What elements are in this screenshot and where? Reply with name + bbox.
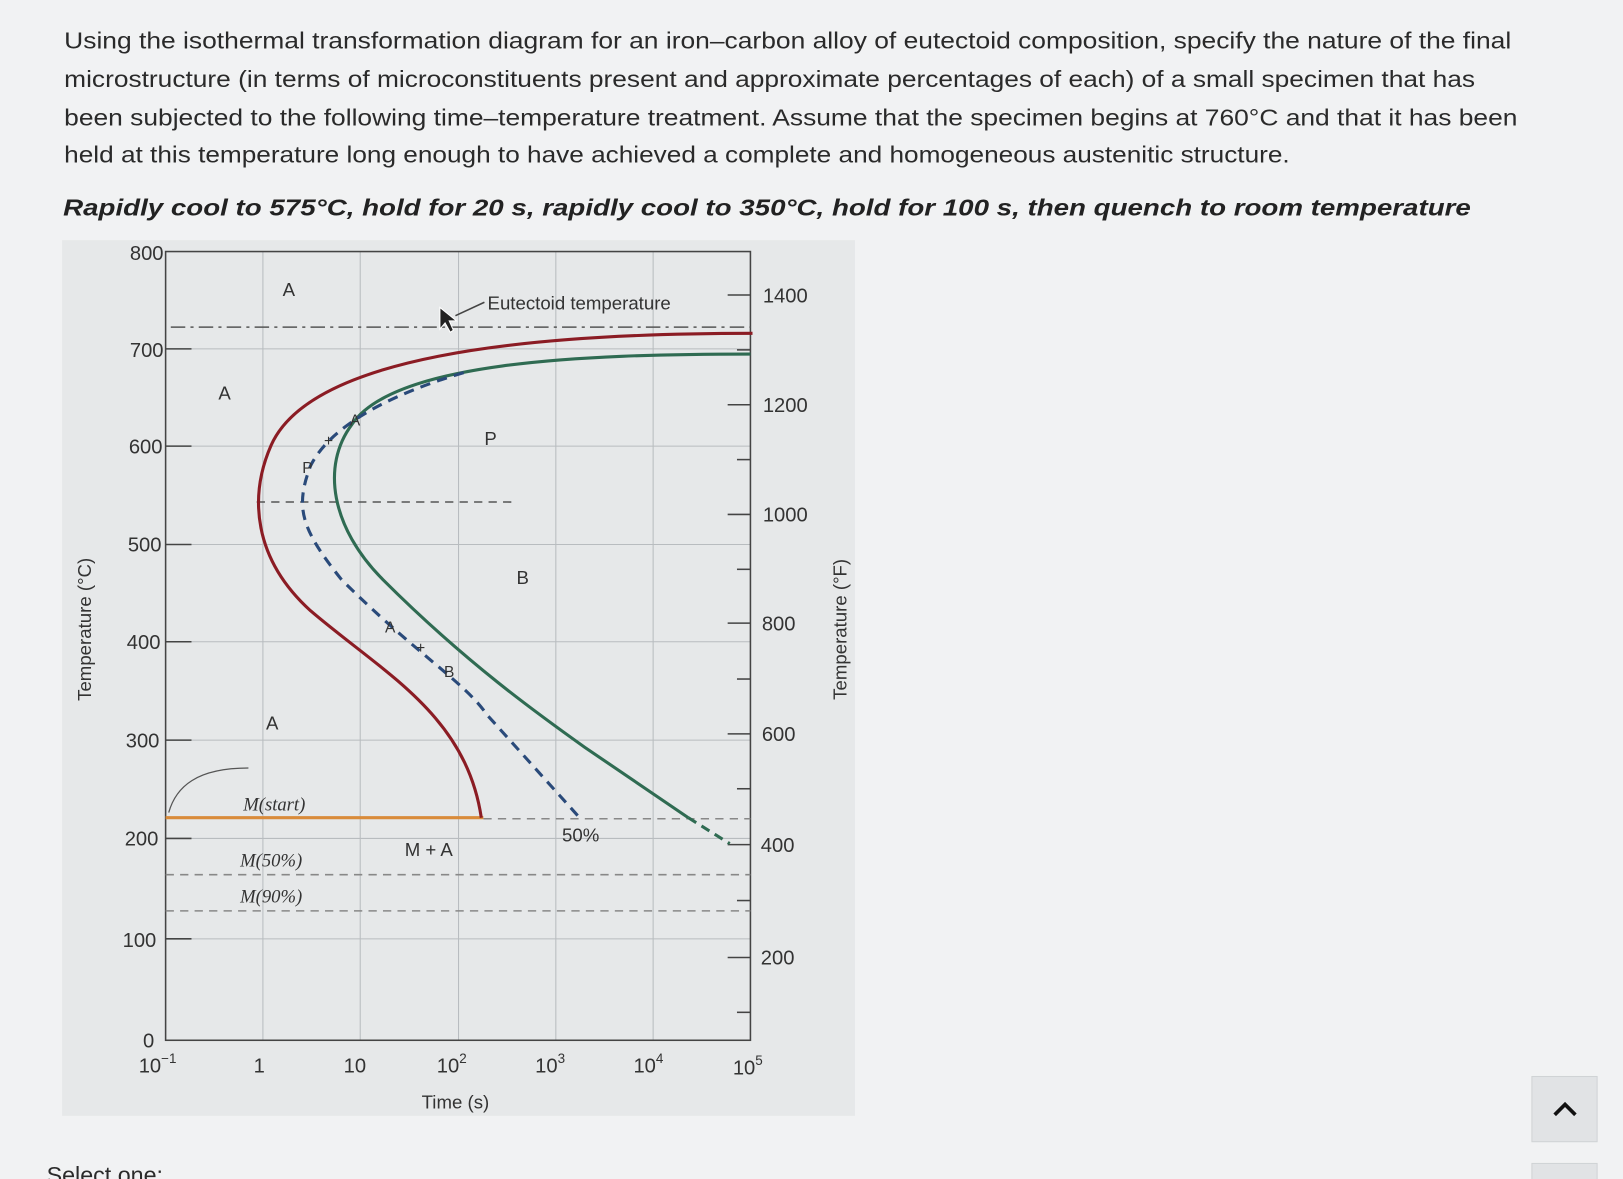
y-tick-label: 600: [129, 436, 163, 458]
region-label: M + A: [405, 839, 454, 860]
x-tick-exp: 2: [459, 1051, 466, 1066]
start-curve: [257, 331, 753, 818]
diagram: Eutectoid temperature A A P B A M + A 50…: [62, 240, 855, 1116]
question-line: held at this temperature long enough to …: [64, 142, 1290, 168]
m-label: M(50%): [239, 850, 302, 871]
curve-label: +: [324, 433, 333, 450]
curve-label: A: [385, 619, 396, 636]
x-tick-label: 10: [344, 1055, 366, 1077]
x-tick-base: 10: [437, 1055, 459, 1077]
x-tick-base: 10: [139, 1055, 161, 1077]
y-tick-label: 300: [126, 730, 160, 752]
cursor: [439, 306, 458, 334]
y2-tick-label: 1000: [763, 505, 808, 527]
region-label: A: [266, 713, 279, 734]
curve-label: +: [416, 640, 425, 657]
button-box[interactable]: [1531, 1075, 1598, 1143]
y2-ticks: [727, 294, 751, 1014]
y-tick-label: 700: [130, 340, 164, 362]
x-tick-exp: 4: [656, 1051, 664, 1066]
y2-tick-label: 600: [762, 724, 796, 746]
y2-tick-label: 1400: [763, 285, 808, 307]
curve-label: A: [350, 412, 361, 429]
treatment: Rapidly cool to 575°C, hold for 20 s, ra…: [63, 194, 1471, 220]
x-tick-label: 1: [254, 1055, 265, 1077]
x-tick-label: 102: [437, 1051, 467, 1077]
m-label: M(90%): [239, 887, 302, 908]
curve-label: B: [444, 664, 454, 681]
y-ticks: [165, 348, 192, 940]
y-axis-label: Temperature (°C): [74, 558, 95, 701]
region-label: P: [484, 428, 496, 449]
region-label: B: [517, 567, 529, 588]
fifty-percent-curve: [300, 371, 581, 819]
y-tick-label: 400: [127, 632, 161, 654]
x-tick-label: 103: [535, 1051, 565, 1077]
x-tick-exp: 3: [558, 1051, 565, 1066]
y-tick-label: 100: [123, 930, 157, 952]
y2-tick-label: 1200: [763, 395, 808, 417]
x-tick-base: 10: [633, 1055, 655, 1077]
grid: [165, 251, 751, 1041]
question-line: microstructure (in terms of microconstit…: [64, 66, 1475, 92]
select-one: Select one:: [47, 1162, 163, 1179]
x-axis-label: Time (s): [422, 1092, 490, 1113]
region-label: 50%: [562, 825, 599, 846]
pen-mark: [168, 767, 249, 813]
x-tick-label: 10−1: [139, 1051, 177, 1077]
x-tick-base: 10: [535, 1055, 557, 1077]
x-tick-base: 10: [733, 1057, 755, 1079]
x-tick-label: 105: [733, 1053, 763, 1079]
eutectoid-label: Eutectoid temperature: [488, 293, 671, 314]
chevron-up: [1553, 1101, 1577, 1117]
x-tick-exp: 5: [755, 1053, 762, 1068]
x-tick-exp: −1: [161, 1051, 176, 1066]
y2-tick-label: 200: [761, 948, 795, 970]
m-label: M(start): [242, 794, 305, 815]
y2-tick-label: 800: [762, 613, 796, 635]
finish-curve-dashed: [687, 816, 731, 845]
leader-line: [455, 301, 485, 317]
y2-axis-label: Temperature (°F): [830, 559, 851, 700]
finish-curve: [332, 352, 751, 820]
region-label: A: [218, 383, 231, 404]
x-tick-label: 104: [633, 1051, 663, 1077]
y2-tick-label: 400: [761, 835, 795, 857]
scroll-top-button[interactable]: [1531, 1075, 1598, 1143]
button-box[interactable]: [1531, 1162, 1598, 1179]
question-line: Using the isothermal transformation diag…: [64, 28, 1511, 54]
plot-frame: [164, 250, 752, 1042]
question-line: been subjected to the following time–tem…: [64, 104, 1517, 130]
curve-label: P: [302, 460, 312, 477]
y-tick-label: 200: [125, 829, 159, 851]
region-label: A: [283, 279, 296, 300]
y-tick-label: 800: [130, 243, 164, 265]
y-tick-label: 0: [143, 1031, 154, 1053]
y-tick-label: 500: [128, 535, 162, 557]
